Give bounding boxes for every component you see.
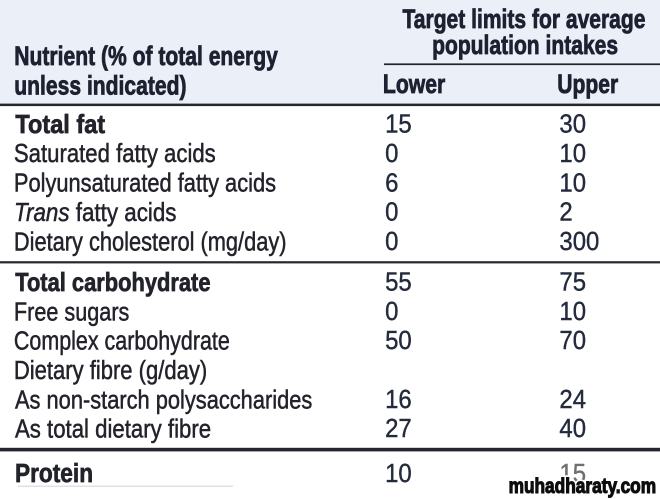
svg-text:Target limits for average: Target limits for average [403, 4, 646, 34]
svg-text:muhadharaty.com: muhadharaty.com [509, 476, 656, 499]
svg-text:55: 55 [385, 268, 412, 297]
svg-text:10: 10 [385, 459, 412, 488]
svg-text:muhadharaty.com: muhadharaty.com [509, 476, 656, 499]
svg-text:0: 0 [385, 297, 398, 326]
svg-text:15: 15 [559, 459, 586, 488]
svg-text:Dietary fibre (g/day): Dietary fibre (g/day) [14, 356, 207, 385]
svg-text:10: 10 [559, 168, 586, 197]
svg-text:24: 24 [559, 385, 586, 414]
svg-text:Upper: Upper [557, 70, 618, 100]
svg-text:40: 40 [559, 414, 586, 443]
svg-text:0: 0 [385, 139, 398, 168]
svg-text:0: 0 [385, 198, 398, 227]
svg-text:Protein: Protein [15, 460, 93, 489]
svg-text:6: 6 [385, 168, 398, 197]
svg-text:10: 10 [559, 139, 586, 168]
svg-text:As total dietary fibre: As total dietary fibre [15, 415, 211, 444]
svg-text:75: 75 [559, 268, 586, 297]
svg-text:Saturated fatty acids: Saturated fatty acids [14, 140, 216, 169]
svg-text:Dietary cholesterol (mg/day): Dietary cholesterol (mg/day) [14, 228, 287, 257]
svg-text:2: 2 [559, 198, 572, 227]
svg-text:unless indicated): unless indicated) [14, 71, 186, 101]
svg-text:population intakes: population intakes [432, 31, 618, 61]
svg-text:Total fat: Total fat [15, 111, 105, 139]
svg-text:50: 50 [385, 326, 412, 355]
svg-text:16: 16 [385, 385, 412, 414]
svg-text:0: 0 [385, 227, 398, 256]
svg-text:Polyunsaturated fatty acids: Polyunsaturated fatty acids [14, 169, 276, 198]
svg-text:300: 300 [559, 227, 599, 256]
svg-text:27: 27 [385, 414, 412, 443]
svg-text:Free sugars: Free sugars [14, 298, 129, 327]
svg-text:Nutrient (% of total energy: Nutrient (% of total energy [14, 41, 278, 71]
svg-text:Total carbohydrate: Total carbohydrate [15, 268, 210, 297]
svg-text:As non-starch polysaccharides: As non-starch polysaccharides [15, 386, 312, 415]
svg-text:30: 30 [559, 110, 586, 139]
svg-text:15: 15 [385, 110, 412, 139]
svg-text:10: 10 [559, 297, 586, 326]
svg-text:70: 70 [559, 326, 586, 355]
svg-text:Complex carbohydrate: Complex carbohydrate [14, 327, 230, 356]
svg-text:Trans fatty acids: Trans fatty acids [14, 198, 177, 227]
svg-text:Lower: Lower [383, 70, 446, 100]
